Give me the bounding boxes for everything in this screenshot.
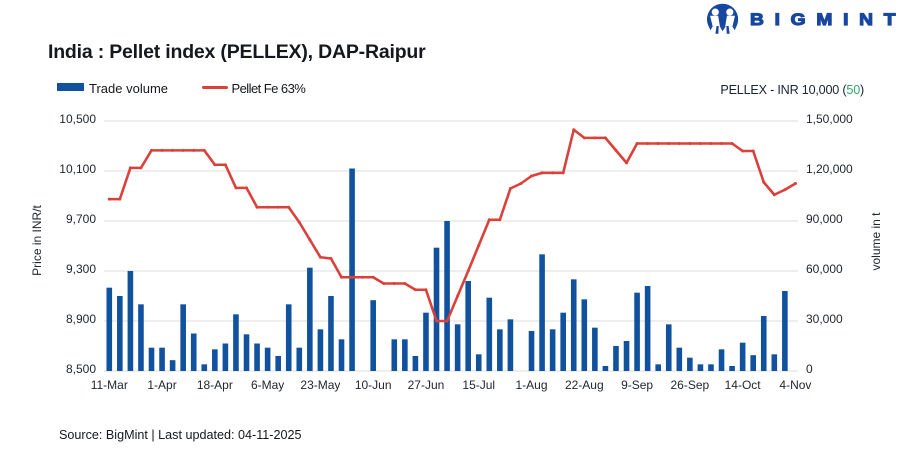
svg-text:60,000: 60,000 — [806, 262, 843, 276]
svg-text:4-Nov: 4-Nov — [779, 378, 811, 392]
svg-text:6-May: 6-May — [251, 378, 284, 392]
svg-text:15-Jul: 15-Jul — [462, 378, 495, 392]
svg-text:1-Apr: 1-Apr — [147, 378, 176, 392]
svg-text:0: 0 — [806, 362, 813, 376]
svg-text:8,500: 8,500 — [66, 362, 96, 376]
svg-text:14-Oct: 14-Oct — [725, 378, 762, 392]
svg-text:9,300: 9,300 — [66, 262, 96, 276]
svg-text:11-Mar: 11-Mar — [91, 378, 128, 392]
svg-text:Price in INR/t: Price in INR/t — [30, 204, 44, 275]
svg-text:18-Apr: 18-Apr — [197, 378, 233, 392]
svg-text:10,500: 10,500 — [59, 112, 96, 126]
svg-text:1,50,000: 1,50,000 — [806, 112, 853, 126]
svg-text:1,20,000: 1,20,000 — [806, 162, 853, 176]
svg-text:90,000: 90,000 — [806, 212, 843, 226]
svg-text:1-Aug: 1-Aug — [516, 378, 548, 392]
svg-text:9,700: 9,700 — [66, 212, 96, 226]
svg-text:10,100: 10,100 — [59, 162, 96, 176]
svg-text:9-Sep: 9-Sep — [621, 378, 653, 392]
svg-text:volume in t: volume in t — [869, 212, 883, 271]
svg-text:26-Sep: 26-Sep — [671, 378, 710, 392]
svg-text:10-Jun: 10-Jun — [355, 378, 392, 392]
svg-text:27-Jun: 27-Jun — [408, 378, 445, 392]
svg-text:8,900: 8,900 — [66, 312, 96, 326]
svg-text:23-May: 23-May — [300, 378, 340, 392]
svg-text:22-Aug: 22-Aug — [565, 378, 604, 392]
svg-text:30,000: 30,000 — [806, 312, 843, 326]
